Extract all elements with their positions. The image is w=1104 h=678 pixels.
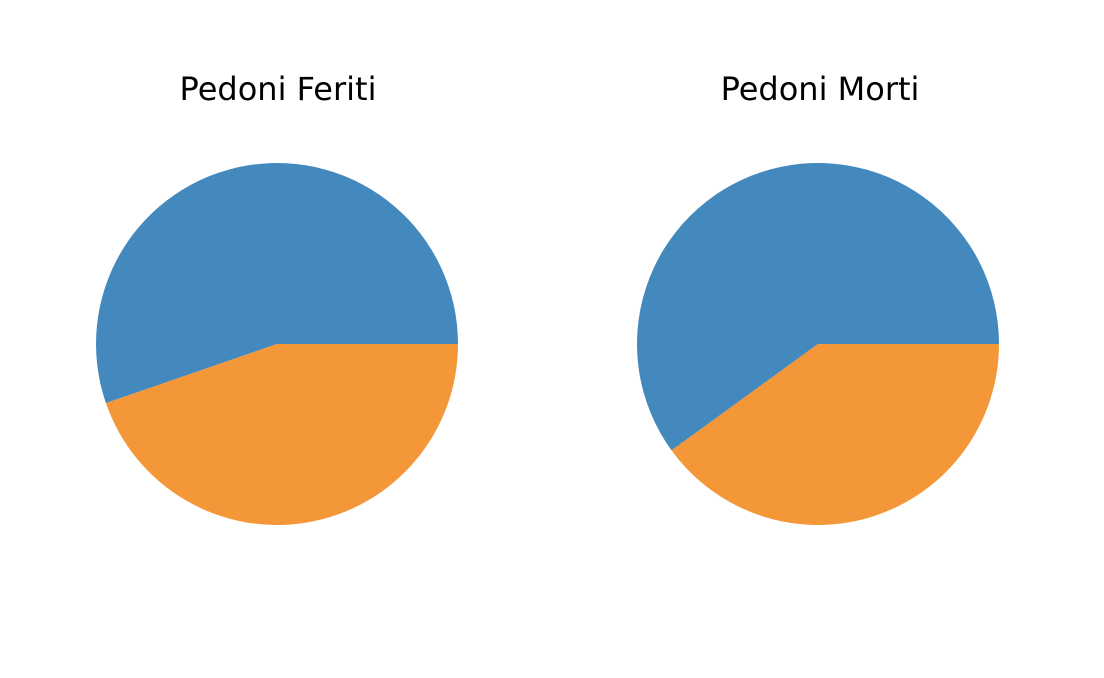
pie-panel-feriti: Pedoni Feriti bbox=[96, 70, 459, 526]
pie-slice-2 bbox=[671, 344, 999, 525]
pie-slice-1 bbox=[96, 163, 459, 404]
pie-slice-1 bbox=[637, 162, 999, 451]
pie-chart-morti bbox=[637, 162, 999, 525]
pie-slice-2 bbox=[105, 344, 458, 526]
chart-title: Pedoni Morti bbox=[720, 70, 920, 108]
pie-panel-morti: Pedoni Morti bbox=[552, 0, 1104, 678]
chart-title: Pedoni Feriti bbox=[179, 70, 377, 108]
pie-chart-feriti bbox=[96, 163, 459, 526]
